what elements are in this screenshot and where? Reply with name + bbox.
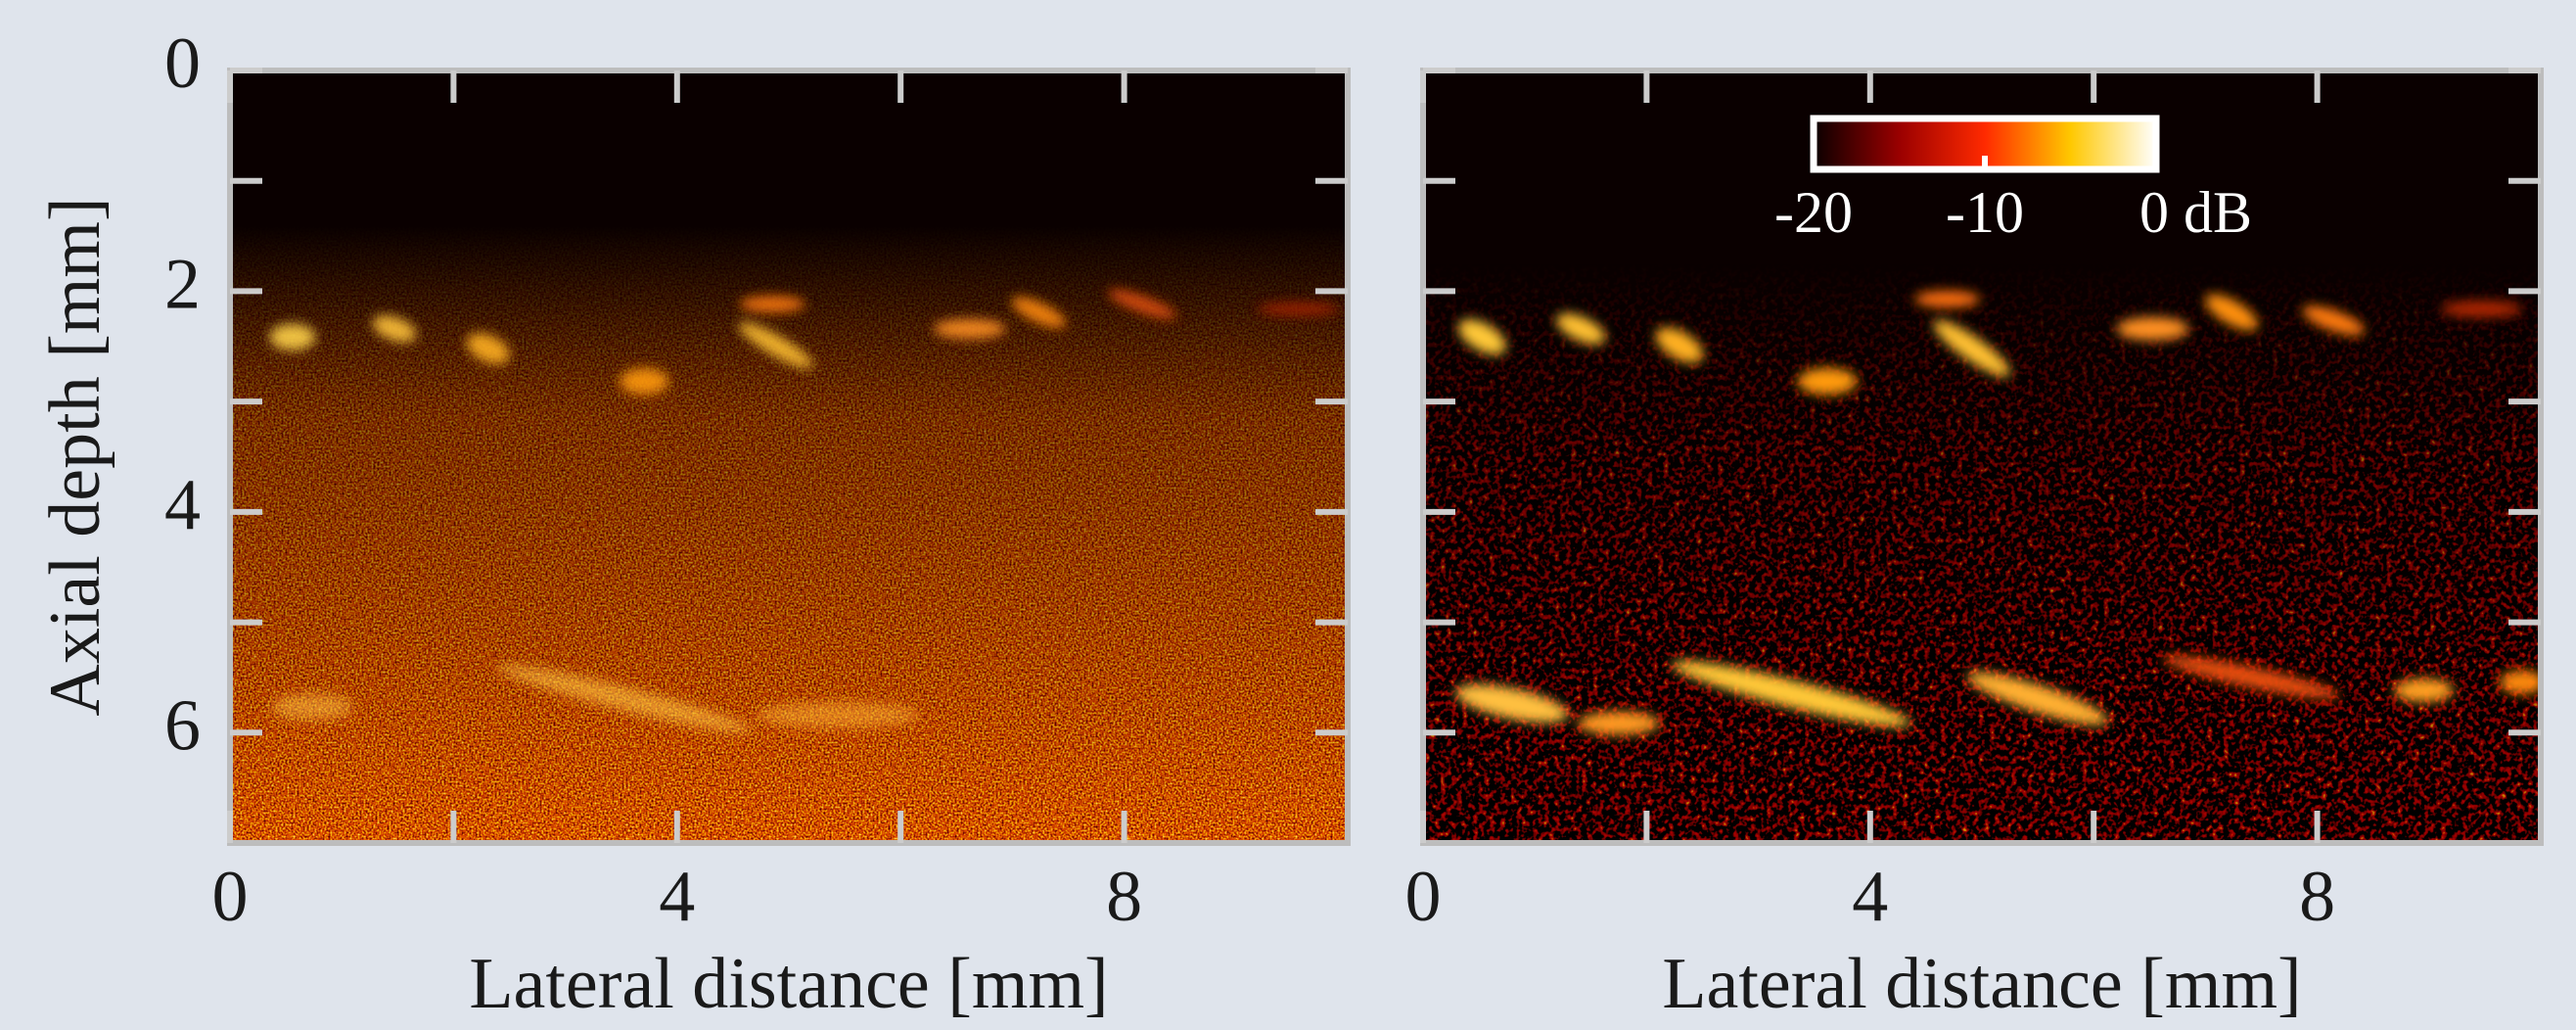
y-axis-label: Axial depth [mm] bbox=[35, 197, 115, 716]
colorbar-tick-label: -20 bbox=[1774, 180, 1853, 245]
axes-frame bbox=[227, 68, 1351, 846]
y-tick-label: 6 bbox=[164, 685, 201, 766]
x-tick-label: 4 bbox=[659, 857, 695, 937]
x-tick-label: 0 bbox=[212, 857, 249, 937]
y-tick-label: 2 bbox=[164, 244, 201, 324]
image-right bbox=[1423, 70, 2541, 843]
y-tick-label: 4 bbox=[164, 465, 201, 545]
image-left bbox=[230, 70, 1348, 843]
x-axis-label: Lateral distance [mm] bbox=[469, 944, 1108, 1024]
colorbar-tick-label: -10 bbox=[1946, 180, 2024, 245]
x-tick-label: 0 bbox=[1405, 857, 1442, 937]
x-tick-label: 4 bbox=[1852, 857, 1888, 937]
x-axis-label: Lateral distance [mm] bbox=[1662, 944, 2301, 1024]
y-tick-label: 0 bbox=[164, 23, 201, 104]
axes-frame bbox=[1420, 68, 2544, 846]
x-tick-label: 8 bbox=[1106, 857, 1142, 937]
x-tick-label: 8 bbox=[2299, 857, 2335, 937]
colorbar-tick-label: 0 dB bbox=[2139, 180, 2252, 245]
